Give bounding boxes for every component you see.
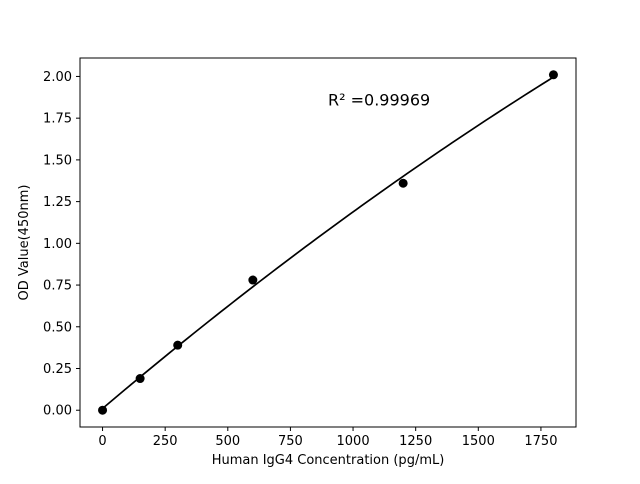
x-tick-label: 500 xyxy=(215,434,240,449)
y-tick-label: 1.00 xyxy=(43,237,72,252)
y-tick-label: 1.50 xyxy=(43,153,72,168)
data-point xyxy=(98,405,108,415)
x-tick-label: 250 xyxy=(153,434,178,449)
data-point xyxy=(548,70,558,80)
x-tick-label: 750 xyxy=(278,434,303,449)
x-tick-label: 1750 xyxy=(524,434,557,449)
y-tick-label: 0.25 xyxy=(43,362,72,377)
y-tick-label: 0.50 xyxy=(43,320,72,335)
r-squared-annotation: R² =0.99969 xyxy=(328,90,430,109)
data-point xyxy=(248,275,258,285)
x-axis-label: Human IgG4 Concentration (pg/mL) xyxy=(212,453,445,468)
data-point xyxy=(173,340,183,350)
x-tick-label: 0 xyxy=(98,434,106,449)
y-axis-label: OD Value(450nm) xyxy=(17,185,32,301)
y-tick-label: 1.25 xyxy=(43,195,72,210)
y-tick-label: 0.75 xyxy=(43,279,72,294)
data-point xyxy=(398,178,408,188)
plot-area xyxy=(79,57,577,428)
y-tick-label: 2.00 xyxy=(43,70,72,85)
y-tick-label: 1.75 xyxy=(43,112,72,127)
x-tick-label: 1500 xyxy=(462,434,495,449)
y-tick-label: 0.00 xyxy=(43,404,72,419)
x-tick-label: 1250 xyxy=(399,434,432,449)
x-tick-label: 1000 xyxy=(337,434,370,449)
data-point xyxy=(135,374,145,384)
